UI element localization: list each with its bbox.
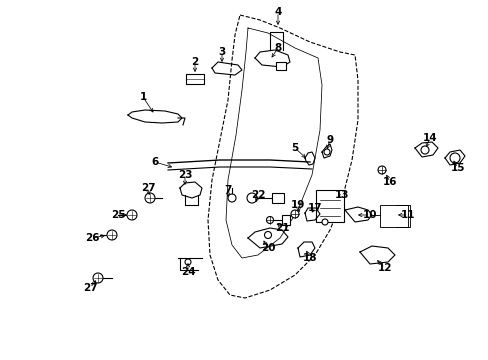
Text: 2: 2 [191,57,198,67]
Circle shape [184,259,191,265]
Text: 18: 18 [302,253,317,263]
Text: 27: 27 [141,183,155,193]
Text: 9: 9 [326,135,333,145]
Text: 22: 22 [250,190,264,200]
Circle shape [324,149,329,155]
Text: 25: 25 [110,210,125,220]
Circle shape [127,210,137,220]
Text: 19: 19 [290,200,305,210]
Bar [275,62,285,70]
Text: 16: 16 [382,177,396,187]
Text: 26: 26 [84,233,99,243]
Text: 17: 17 [307,203,322,213]
Circle shape [321,219,327,225]
Text: 15: 15 [450,163,464,173]
Text: 7: 7 [224,185,231,195]
Text: 12: 12 [377,263,391,273]
Text: 4: 4 [274,7,281,17]
Text: 3: 3 [218,47,225,57]
Circle shape [107,230,117,240]
Circle shape [227,194,236,202]
Text: 1: 1 [139,92,146,102]
Circle shape [93,273,103,283]
Circle shape [449,153,459,163]
Circle shape [266,216,273,224]
Text: 13: 13 [334,190,348,200]
Circle shape [290,210,298,218]
Text: 6: 6 [151,157,158,167]
Text: 5: 5 [291,143,298,153]
Text: 10: 10 [362,210,376,220]
Circle shape [264,231,271,238]
Text: 27: 27 [82,283,97,293]
Bar [315,190,343,222]
Bar [271,193,284,203]
Text: 24: 24 [181,267,195,277]
Circle shape [246,193,257,203]
Circle shape [377,166,385,174]
Text: 14: 14 [422,133,436,143]
Bar [379,205,407,227]
Text: 21: 21 [274,223,289,233]
Circle shape [420,146,428,154]
Text: 20: 20 [260,243,275,253]
Bar [185,74,203,84]
Bar [282,215,289,225]
Text: 23: 23 [177,170,192,180]
Text: 8: 8 [274,43,281,53]
Circle shape [145,193,155,203]
Text: 11: 11 [400,210,414,220]
